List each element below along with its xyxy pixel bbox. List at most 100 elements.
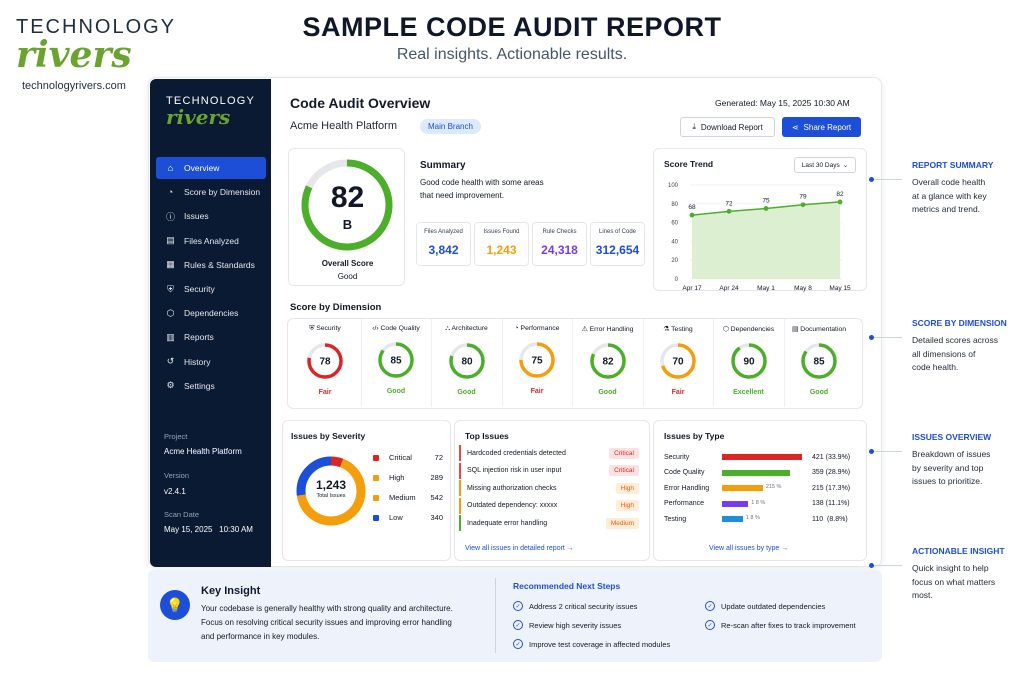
issue-type-row[interactable]: Error Handling 215 % 215 (17.3%)	[664, 482, 854, 494]
issue-type-value: 421 (33.9%)	[812, 453, 851, 461]
sidebar-item-history[interactable]: ↺ History	[156, 351, 266, 373]
dimension-security[interactable]: ⛨ Security 78 Fair	[290, 319, 360, 407]
trend-point	[763, 206, 769, 211]
next-step-text: Review high severity issues	[529, 620, 622, 630]
trend-y-tick: 80	[671, 202, 678, 208]
dimension-performance[interactable]: ◔ Performance 75 Fair	[501, 319, 572, 407]
brand-url[interactable]: technologyrivers.com	[22, 80, 126, 92]
shield-icon: ⛨	[167, 283, 174, 294]
dimension-score: 75	[531, 356, 543, 367]
gauge-icon: ◔	[167, 187, 174, 198]
sidebar-item-reports[interactable]: ▥ Reports	[156, 326, 266, 348]
dimension-score: 85	[390, 356, 402, 367]
sidebar-item-label: Score by Dimension	[184, 187, 261, 198]
top-issue-text: SQL injection risk in user input	[467, 467, 562, 474]
trend-range-select[interactable]: Last 30 Days ⌄	[794, 157, 856, 173]
dimension-status: Fair	[318, 389, 332, 396]
annotation-line: Detailed scores across	[912, 335, 998, 345]
severity-value: 72	[434, 453, 443, 462]
sidebar-item-settings[interactable]: ⚙ Settings	[156, 375, 266, 397]
dimension-name: Testing	[671, 326, 693, 333]
issue-type-bar-track: 215 %	[722, 484, 802, 491]
metric-label: Rule Checks	[542, 229, 577, 235]
issue-type-row[interactable]: Code Quality 359 (28.9%)	[664, 467, 854, 479]
dimension-documentation[interactable]: ▤ Documentation 85 Good	[783, 319, 854, 407]
dimension-gauge: 90	[730, 343, 767, 379]
next-steps-title: Recommended Next Steps	[513, 581, 621, 591]
dimension-architecture[interactable]: ⛬ Architecture 80 Good	[431, 319, 501, 407]
top-issue-row[interactable]: Missing authorization checks High	[459, 480, 639, 496]
dimension-name: Dependencies	[730, 326, 775, 333]
sidebar-item-score-by-dimension[interactable]: ◔ Score by Dimension	[156, 181, 266, 203]
trend-point-label: 82	[836, 191, 844, 198]
issue-type-row[interactable]: Testing 1 8 % 110 (8.8%)	[664, 513, 854, 525]
dimension-code-quality[interactable]: ‹/› Code Quality 85 Good	[360, 319, 431, 407]
severity-badge: Medium	[605, 517, 639, 529]
top-issue-row[interactable]: Outdated dependency: xxxxx High	[459, 497, 639, 514]
project-name: Acme Health Platform	[290, 120, 397, 132]
dimension-error-handling[interactable]: ⚠ Error Handling 82 Good	[572, 319, 642, 407]
sidebar: TECHNOLOGY rivers ⌂ Overview ◔ Score by Dim…	[150, 79, 271, 567]
severity-row[interactable]: Critical 72	[373, 453, 443, 462]
alert-icon: ⓘ	[165, 211, 175, 222]
trend-point	[800, 202, 806, 208]
top-issue-row[interactable]: Inadequate error handling Medium	[459, 515, 639, 531]
metric-value: 312,654	[595, 243, 640, 257]
issue-type-row[interactable]: Security 421 (33.9%)	[664, 451, 854, 463]
trend-title: Score Trend	[664, 159, 714, 169]
document-icon: ▤	[791, 326, 801, 333]
trend-x-tick: May 15	[829, 285, 851, 292]
severity-row[interactable]: Medium 542	[373, 493, 443, 502]
sidebar-item-label: History	[184, 356, 211, 367]
top-issue-row[interactable]: Hardcoded credentials detected Critical	[459, 445, 639, 461]
score-trend-card: Score Trend Last 30 Days ⌄ 100 80 60 40 20 0 68…	[653, 148, 867, 292]
trend-y-tick: 60	[671, 221, 678, 227]
file-icon: ▤	[166, 235, 175, 246]
top-issue-row[interactable]: SQL injection risk in user input Critical	[459, 462, 639, 479]
sidebar-item-dependencies[interactable]: ⬡ Dependencies	[156, 302, 266, 324]
severity-badge: High	[615, 482, 639, 494]
sidebar-item-security[interactable]: ⛨ Security	[156, 278, 266, 300]
sidebar-item-label: Rules & Standards	[184, 259, 255, 270]
view-by-type-link[interactable]: View all issues by type →	[709, 545, 789, 552]
top-issue-text: Missing authorization checks	[467, 484, 557, 492]
trend-point-label: 75	[762, 198, 770, 205]
view-all-issues-link[interactable]: View all issues in detailed report →	[465, 545, 574, 552]
trend-y-tick: 100	[668, 183, 679, 189]
gauge-icon: ◔	[514, 325, 521, 332]
dimension-testing[interactable]: ⚗ Testing 70 Fair	[642, 319, 713, 407]
next-step-text: Improve test coverage in affected module…	[529, 639, 671, 649]
annotation-line: Breakdown of issues	[912, 449, 991, 459]
brand-logo-top: TECHNOLOGY	[16, 16, 177, 38]
next-step-text: Address 2 critical security issues	[529, 601, 638, 611]
severity-value: 542	[430, 493, 443, 502]
overall-score-label: Overall Score	[321, 259, 374, 268]
dimension-header: ⛨ Security	[290, 325, 360, 333]
severity-slice-low	[296, 456, 366, 526]
sidebar-item-issues[interactable]: ⓘ Issues	[156, 205, 266, 227]
overall-score-card: 82 B Overall Score Good	[288, 148, 405, 286]
sidebar-item-overview[interactable]: ⌂ Overview	[156, 157, 266, 179]
next-step-item: ✓ Address 2 critical security issues	[513, 601, 637, 611]
annotation-desc: Overall code health at a glance with key m…	[912, 176, 1022, 217]
dimension-dependencies[interactable]: ⬡ Dependencies 90 Excellent	[713, 319, 783, 407]
annotation-line: all dimensions of	[912, 348, 976, 359]
share-report-button[interactable]: ⋖ Share Report	[782, 117, 861, 137]
overall-score-grade: B	[342, 217, 353, 232]
severity-row[interactable]: High 289	[373, 473, 443, 482]
sidebar-item-rules-standards[interactable]: ▦ Rules & Standards	[156, 254, 266, 276]
severity-row[interactable]: Low 340	[373, 513, 443, 522]
issue-type-row[interactable]: Performance 1 8 % 138 (11.1%)	[664, 498, 854, 510]
annotation-block: ISSUES OVERVIEW Breakdown of issues by sev…	[912, 432, 1022, 489]
dimension-score: 80	[461, 357, 473, 368]
sidebar-item-label: Overview	[184, 163, 220, 173]
shield-icon: ⛨	[309, 325, 317, 332]
annotation-line: most.	[912, 590, 933, 600]
metric-card: Issues Found 1,243	[474, 222, 529, 266]
issue-type-label: Security	[664, 453, 690, 461]
sidebar-item-files-analyzed[interactable]: ▤ Files Analyzed	[156, 230, 266, 252]
download-report-button[interactable]: ⤓ Download Report	[680, 117, 775, 137]
annotation-line: by severity and top	[912, 462, 984, 473]
next-step-item: ✓ Re-scan after fixes to track improvemen…	[705, 620, 856, 630]
branch-badge[interactable]: Main Branch	[420, 119, 481, 134]
